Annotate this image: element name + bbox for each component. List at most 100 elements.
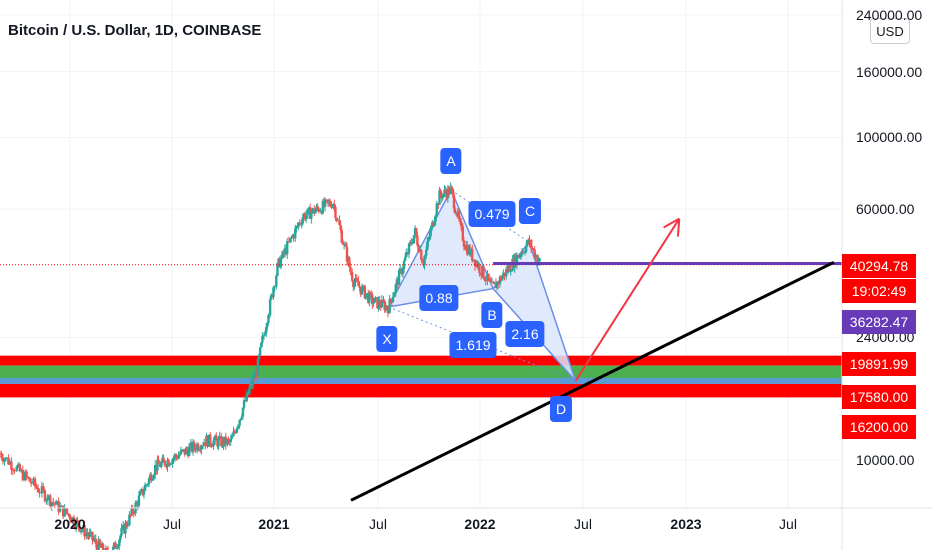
candle-body: [388, 298, 391, 314]
candle-body: [26, 476, 30, 478]
candle-body: [61, 505, 65, 517]
candle-body: [187, 446, 191, 457]
candle-body: [229, 438, 232, 443]
candle-body: [273, 286, 276, 288]
candle-body: [192, 442, 196, 448]
candle-body: [89, 531, 92, 533]
candle-body: [196, 444, 200, 450]
candle-body: [256, 358, 260, 376]
candle-body: [81, 529, 84, 531]
candle-body: [194, 447, 197, 451]
zone-green: [0, 365, 842, 379]
candle-body: [360, 286, 364, 295]
candle-body: [483, 277, 486, 281]
candle-body: [77, 521, 80, 527]
candle-body: [97, 539, 100, 550]
candle-body: [239, 418, 242, 421]
candle-body: [105, 548, 109, 550]
candle-body: [363, 285, 366, 299]
candle-body: [503, 272, 506, 277]
candle-body: [157, 459, 160, 465]
time-tick-label: Jul: [369, 516, 387, 532]
candle-body: [272, 287, 275, 297]
candle-body: [336, 219, 339, 221]
candle-body: [212, 440, 215, 447]
time-tick-label: Jul: [779, 516, 797, 532]
candle-body: [382, 299, 385, 303]
candle-body: [124, 522, 127, 534]
candle-body: [416, 235, 419, 246]
candle-body: [427, 238, 430, 242]
candle-body: [38, 492, 41, 494]
candle-body: [403, 257, 407, 261]
candle-body: [65, 508, 69, 514]
candle-body: [263, 333, 267, 335]
time-tick-label: Jul: [574, 516, 592, 532]
countdown-badge: 19:02:49: [842, 279, 916, 303]
candle-body: [86, 532, 89, 535]
candle-body: [128, 514, 131, 526]
candle-body: [397, 270, 401, 285]
candle-body: [439, 190, 442, 196]
candle-body: [530, 239, 533, 248]
projection-arrow-head: [663, 217, 680, 229]
candle-body: [301, 217, 304, 224]
candle-body: [462, 240, 466, 247]
candle-body: [423, 255, 426, 265]
price-tick-label: 10000.00: [856, 452, 915, 468]
candle-body: [13, 470, 16, 472]
currency-button[interactable]: USD: [870, 18, 910, 44]
candle-body: [177, 455, 180, 459]
candle-body: [118, 539, 121, 547]
candle-body: [55, 500, 58, 505]
candle-body: [258, 347, 262, 356]
point-label-a: A: [440, 148, 462, 174]
candle-body: [531, 247, 534, 249]
candle-body: [199, 449, 202, 451]
candle-body: [458, 218, 462, 222]
candle-body: [338, 219, 341, 226]
candle-body: [83, 525, 86, 537]
candle-body: [232, 431, 235, 437]
candle-body: [373, 297, 376, 303]
candle-body: [262, 334, 266, 337]
candle-body: [169, 463, 173, 465]
ratio-label-xd: 1.619: [449, 332, 497, 358]
candle-body: [401, 268, 405, 274]
zone-red-top: [0, 355, 842, 366]
candle-body: [120, 528, 123, 536]
candle-body: [369, 292, 373, 295]
candle-body: [178, 454, 181, 456]
candle-body: [52, 501, 55, 504]
candle-body: [53, 503, 56, 505]
candle-body: [114, 542, 117, 549]
candle-body: [380, 299, 384, 308]
candle-body: [300, 223, 303, 225]
candle-body: [119, 535, 122, 540]
candle-body: [226, 439, 229, 445]
candle-body: [509, 271, 512, 273]
candle-body: [218, 436, 221, 439]
candle-body: [132, 513, 136, 515]
candle-body: [23, 471, 27, 481]
candle-body: [288, 238, 292, 242]
candle-body: [344, 243, 348, 247]
candle-body: [224, 436, 227, 445]
candle-body: [276, 263, 279, 276]
candle-body: [372, 302, 375, 305]
time-tick-label: Jul: [163, 516, 181, 532]
candle-body: [281, 251, 284, 259]
candle-body: [348, 257, 351, 267]
candle-body: [323, 199, 327, 207]
candle-body: [20, 469, 23, 472]
candle-body: [80, 530, 83, 532]
candle-body: [349, 266, 352, 273]
ratio-label-bd: 2.16: [505, 321, 545, 347]
zone-red-bottom: [0, 383, 842, 398]
candle-body: [3, 458, 6, 462]
candle-body: [520, 251, 524, 255]
candle-body: [11, 469, 15, 471]
chart-title: Bitcoin / U.S. Dollar, 1D, COINBASE: [8, 22, 262, 39]
candle-body: [342, 243, 346, 245]
